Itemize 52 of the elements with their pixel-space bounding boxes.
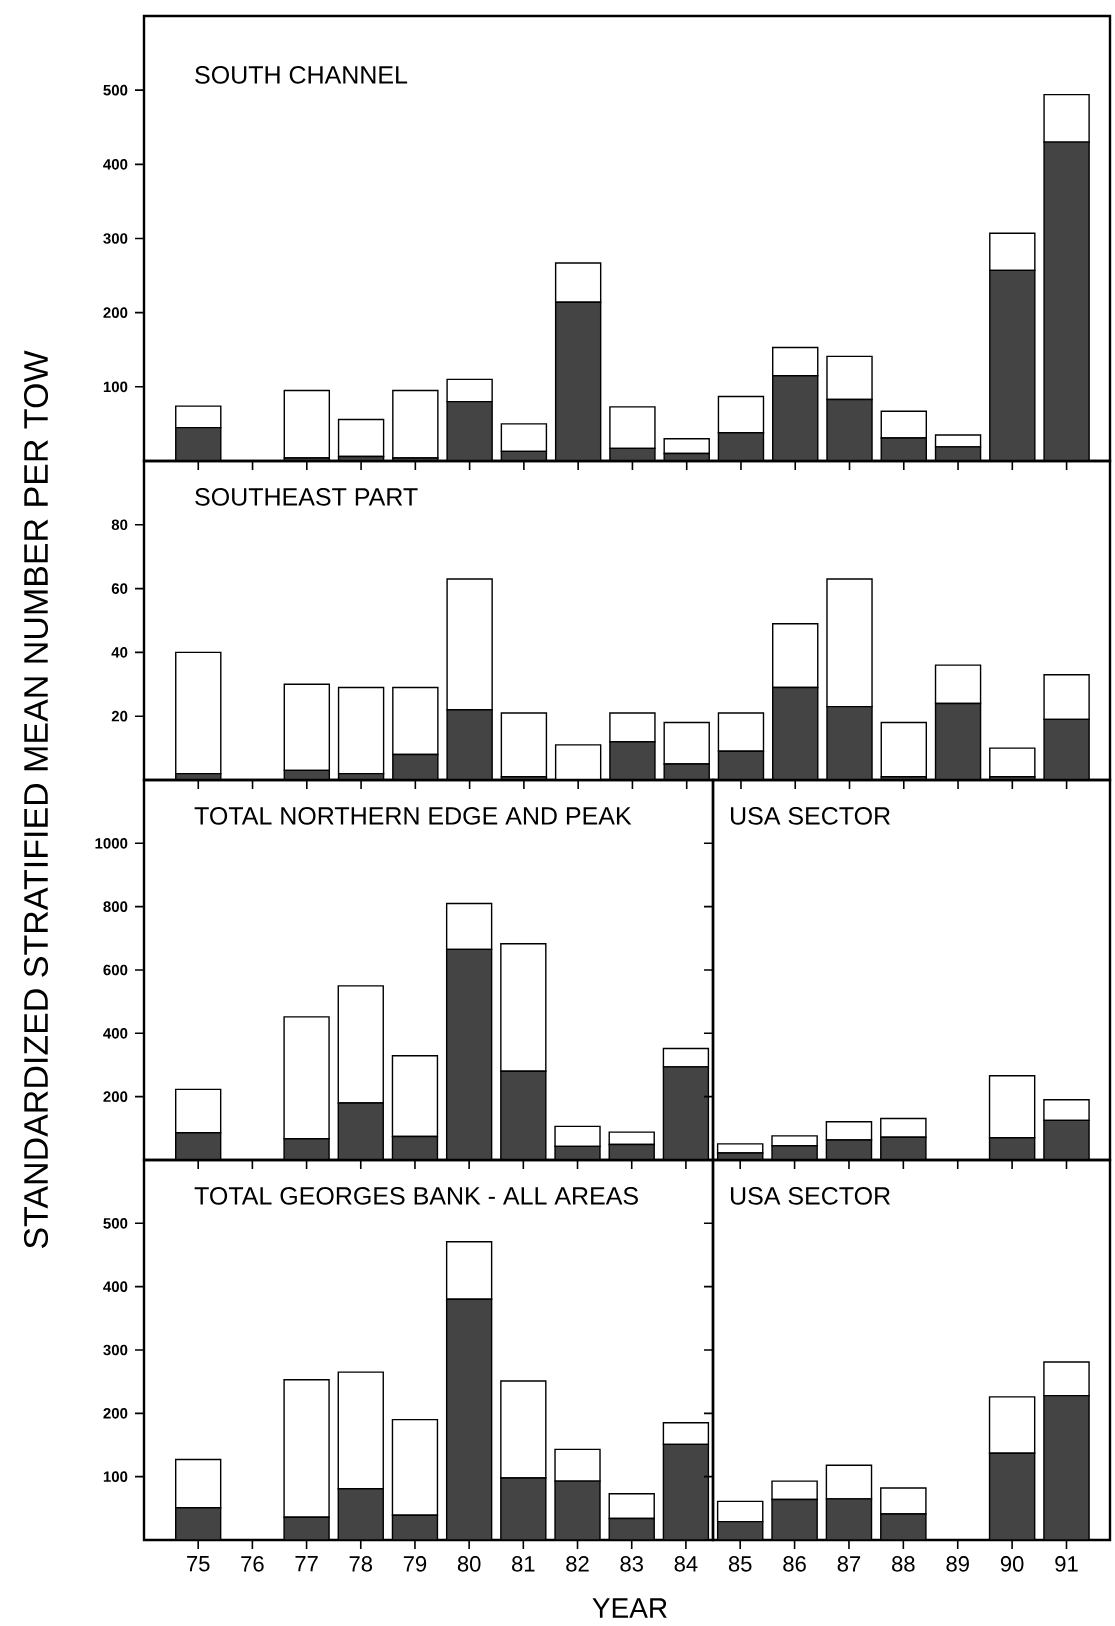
x-tick-label: 81 [512, 1556, 535, 1572]
x-tick-label: 83 [620, 1556, 643, 1572]
y-tick-label: 60 [111, 583, 128, 594]
y-tick-label: 100 [103, 1471, 128, 1482]
text: SOUTH CHANNEL [195, 66, 408, 84]
x-tick-label: 82 [566, 1556, 589, 1572]
y-tick-label: 80 [111, 519, 128, 531]
text: TOTAL GEORGES BANK - ALL AREAS [194, 1187, 638, 1205]
y-tick-label: 600 [103, 964, 128, 976]
bar [989, 747, 1036, 778]
bar [500, 712, 548, 778]
y-tick-label: 400 [103, 1281, 128, 1292]
bar [175, 651, 222, 775]
y-tick-label: 300 [103, 1344, 128, 1356]
text: TOTAL NORTHERN EDGE AND PEAK [194, 807, 632, 825]
x-tick-label: 78 [349, 1556, 373, 1572]
y-tick-label: 200 [103, 1408, 128, 1419]
y-tick-label: 800 [103, 901, 128, 912]
y-tick-label: 300 [103, 233, 128, 244]
x-tick-label: 84 [674, 1556, 698, 1572]
x-tick-label: 89 [946, 1556, 969, 1572]
y-tick-label: 100 [103, 381, 128, 393]
y-tick-label: 200 [103, 1091, 128, 1102]
x-tick-label: 79 [403, 1556, 427, 1572]
y-tick-label: 500 [103, 84, 128, 96]
x-tick-label: 91 [1055, 1556, 1078, 1572]
x-tick-label: 76 [241, 1556, 264, 1572]
y-tick-label: 500 [103, 1218, 128, 1229]
x-tick-label: 86 [783, 1556, 806, 1572]
text: USA SECTOR [730, 807, 890, 825]
bar [392, 389, 439, 459]
bar [283, 389, 331, 459]
y-tick-label: 400 [103, 159, 128, 170]
bar [880, 721, 927, 778]
text: USA SECTOR [730, 1187, 890, 1205]
bar [337, 686, 385, 775]
y-tick-label: 400 [103, 1028, 128, 1039]
y-tick-label: 200 [103, 307, 128, 318]
x-tick-label: 87 [837, 1556, 861, 1572]
text: SOUTHEAST PART [195, 488, 418, 506]
x-tick-label: 80 [457, 1556, 481, 1572]
x-tick-label: 77 [295, 1556, 318, 1572]
x-tick-label: 75 [187, 1556, 210, 1572]
x-tick-label: 85 [728, 1556, 752, 1572]
y-tick-label: 1000 [95, 838, 128, 849]
y-tick-label: 20 [111, 710, 128, 722]
x-axis-title: YEAR [592, 1598, 667, 1618]
y-axis-title: STANDARDIZED STRATIFIED MEAN NUMBER PER TOW [23, 350, 49, 1249]
bar [337, 418, 385, 458]
x-tick-label: 88 [892, 1556, 915, 1572]
y-tick-label: 40 [111, 647, 128, 658]
x-tick-label: 90 [1000, 1556, 1024, 1572]
